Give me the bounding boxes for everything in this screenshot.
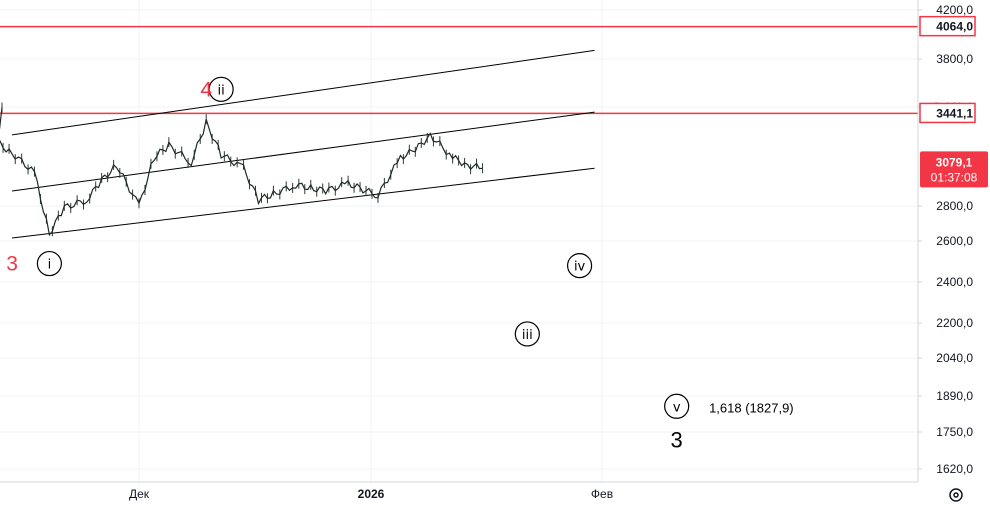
time-tick-label: Дек [129,487,150,501]
price-tick-label: 2800,0 [936,199,973,213]
level-price-tag [919,102,976,124]
wave-label-iv: iv [574,260,586,275]
wave-label-i: i [48,258,52,273]
price-tick-label: 1750,0 [936,425,973,439]
wave-label-iii: iii [522,328,533,343]
time-axis[interactable]: Дек 2026 Фев [129,487,613,501]
time-tick-label: Фев [591,487,613,501]
wave-circle [514,321,540,347]
degree-label-3: 3 [671,428,683,453]
horizontal-levels [0,25,918,115]
channel-line[interactable] [11,111,595,192]
settings-gear-button[interactable] [949,488,963,502]
price-tags: 4064,0 3441,1 3079,101:37:08 [919,15,988,188]
channel-line[interactable] [11,49,595,136]
price-tick-label: 2600,0 [936,234,973,248]
wave-circle [36,250,62,277]
price-tick-label: 2200,0 [936,316,973,330]
grid [0,0,918,482]
gear-icon-center [953,492,959,498]
level-price-tag [919,15,976,37]
level-price-tag-text: 4064,0 [936,20,973,34]
channel-line[interactable] [11,167,595,239]
wave-label-v: v [673,400,681,415]
price-tick-label: 1890,0 [936,389,973,403]
last-price-value: 3079,1 [936,155,973,169]
fib-extension-label: 1,618 (1827,9) [709,401,794,416]
wave-circle [208,76,234,102]
wave-label-ii: ii [218,83,225,98]
wave-circle [566,253,593,279]
price-tick-label: 4200,0 [936,3,973,17]
degree-label-4: 4 [200,78,212,101]
price-tick-label: 3800,0 [936,52,973,66]
last-price-countdown: 01:37:08 [931,170,978,184]
wave-circle [664,393,690,419]
degree-label-3: 3 [6,253,18,276]
price-line [0,107,483,237]
price-series [0,102,484,237]
price-tick-label: 2040,0 [936,351,973,365]
gear-icon [949,488,963,502]
last-price-tag [920,151,988,188]
trend-channel [11,49,595,239]
price-tick-label: 1620,0 [936,462,973,476]
price-tick-label: 2400,0 [936,275,973,289]
time-tick-label: 2026 [358,487,385,501]
level-price-tag-text: 3441,1 [936,106,973,120]
